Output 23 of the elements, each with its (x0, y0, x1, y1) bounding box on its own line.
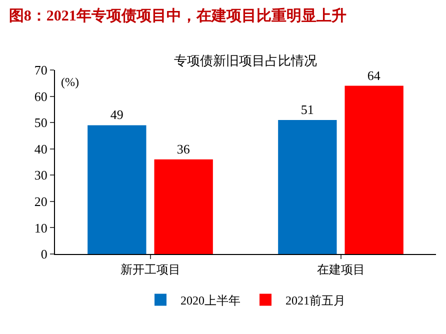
data-label: 36 (176, 141, 190, 156)
y-tick-label: 70 (34, 62, 48, 78)
x-tick-label: 新开工项目 (120, 262, 180, 276)
data-label: 64 (367, 68, 381, 83)
data-label: 49 (110, 107, 124, 122)
legend-label: 2020上半年 (180, 293, 240, 308)
chart-title: 图8：2021年专项债项目中，在建项目比重明显上升 (8, 8, 346, 25)
y-tick-label: 50 (34, 115, 48, 130)
y-tick-label: 40 (34, 141, 48, 156)
x-tick-label: 在建项目 (316, 262, 365, 276)
y-axis-title: (%) (61, 75, 79, 89)
chart-subtitle: 专项债新旧项目占比情况 (174, 53, 317, 68)
data-label: 51 (300, 102, 314, 117)
bar (344, 86, 404, 254)
y-tick-label: 0 (40, 246, 48, 262)
legend-label: 2021前五月 (286, 293, 346, 308)
bar (278, 120, 337, 254)
y-tick-label: 10 (34, 220, 48, 236)
bar (88, 125, 146, 254)
bar (154, 159, 213, 254)
y-tick-label: 30 (34, 168, 48, 183)
y-tick-label: 20 (34, 194, 48, 209)
y-tick-label: 60 (34, 88, 48, 104)
